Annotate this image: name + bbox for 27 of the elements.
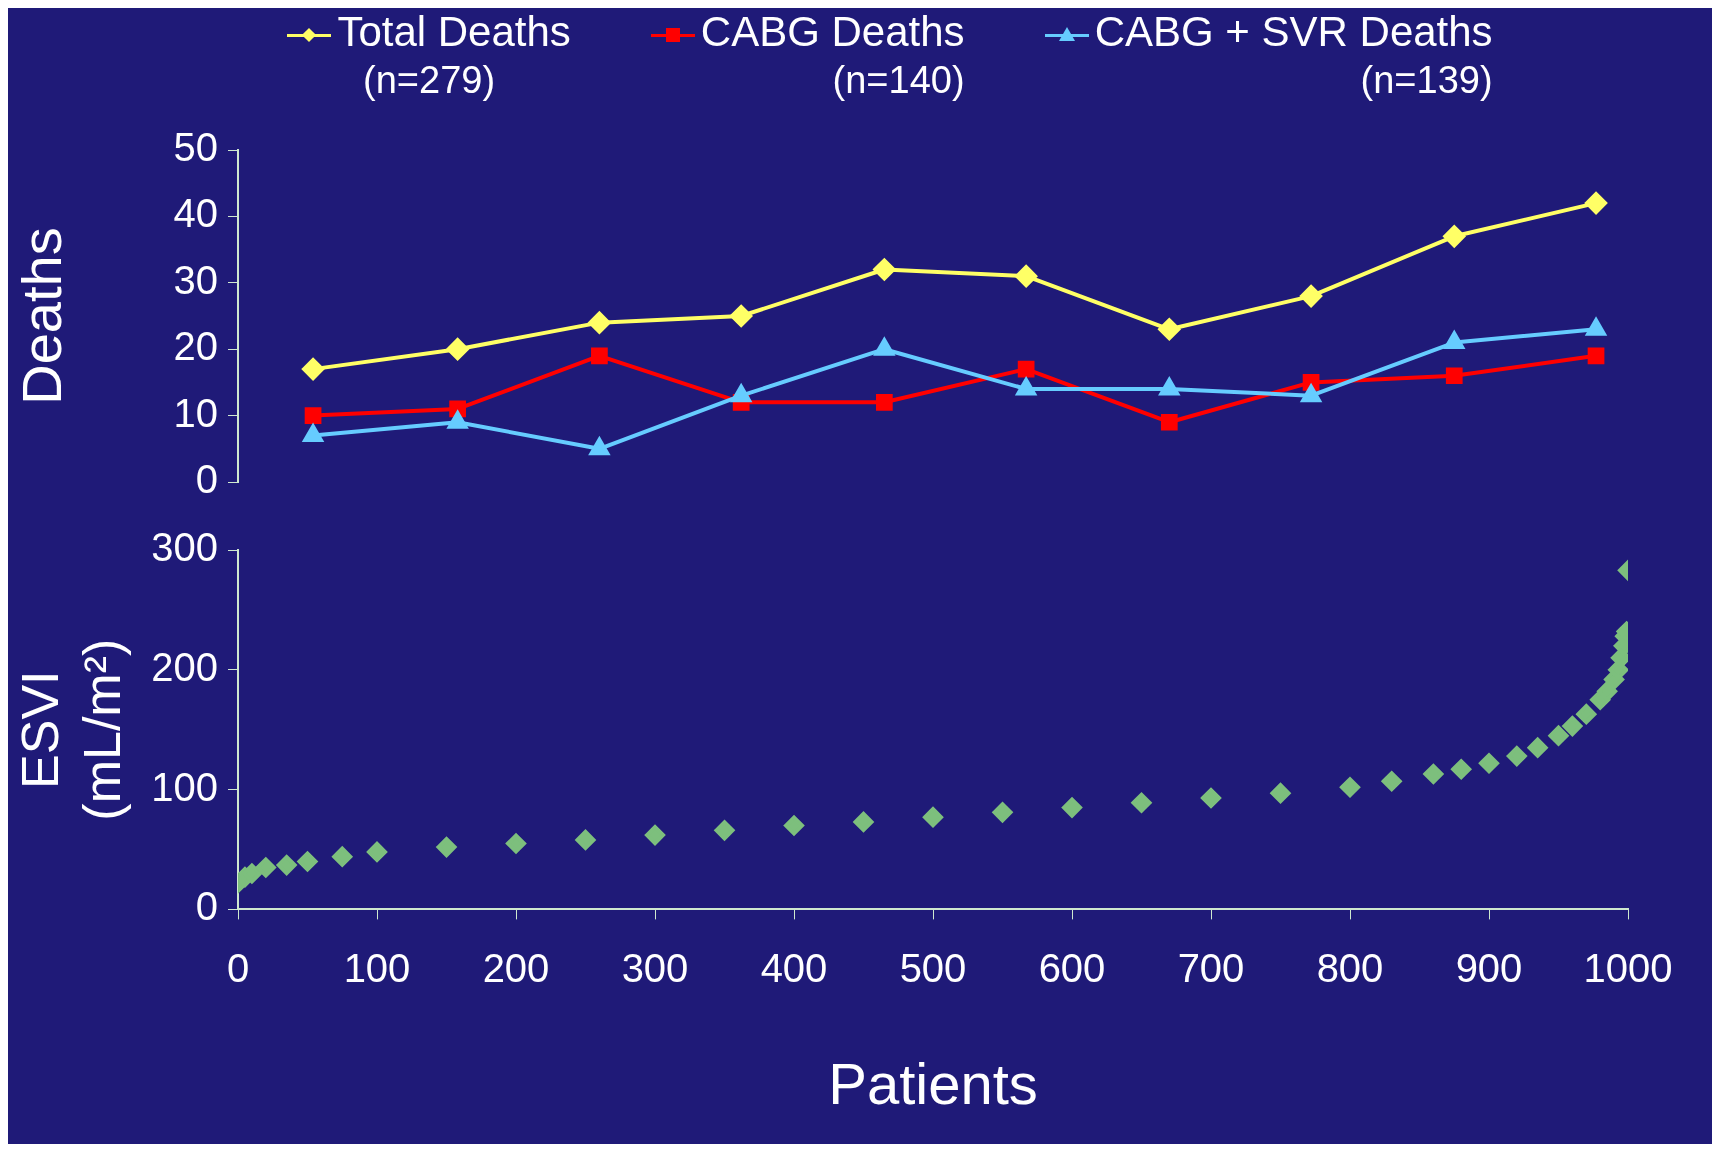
x-tick-label: 300 <box>621 946 689 991</box>
y-tick-label: 200 <box>151 644 218 689</box>
y-axis-title: Deaths <box>10 227 74 405</box>
y-tick-label: 0 <box>195 884 218 929</box>
x-tick-label: 900 <box>1455 946 1523 991</box>
y-tick-label: 40 <box>173 191 218 236</box>
y-tick-label: 10 <box>173 390 218 435</box>
legend-label: Total Deaths (n=279) <box>336 8 571 103</box>
x-tick-label: 1000 <box>1583 946 1673 991</box>
legend-label: CABG + SVR Deaths (n=139) <box>1093 8 1493 103</box>
x-tick-label: 400 <box>760 946 828 991</box>
x-tick-label: 200 <box>482 946 550 991</box>
x-tick-label: 100 <box>343 946 411 991</box>
y-axis-title: ESVI (mL/m²) <box>10 638 131 821</box>
x-tick-label: 800 <box>1316 946 1384 991</box>
y-tick-label: 0 <box>195 457 218 502</box>
y-tick-label: 30 <box>173 257 218 302</box>
legend-label: CABG Deaths (n=140) <box>699 8 965 103</box>
y-tick-label: 100 <box>151 764 218 809</box>
x-tick-label: 700 <box>1177 946 1245 991</box>
y-tick-label: 20 <box>173 324 218 369</box>
x-axis-title: Patients <box>828 1051 1038 1117</box>
x-tick-label: 500 <box>899 946 967 991</box>
x-tick-label: 0 <box>226 946 250 991</box>
y-tick-label: 50 <box>173 125 218 170</box>
x-tick-label: 600 <box>1038 946 1106 991</box>
y-tick-label: 300 <box>151 525 218 570</box>
